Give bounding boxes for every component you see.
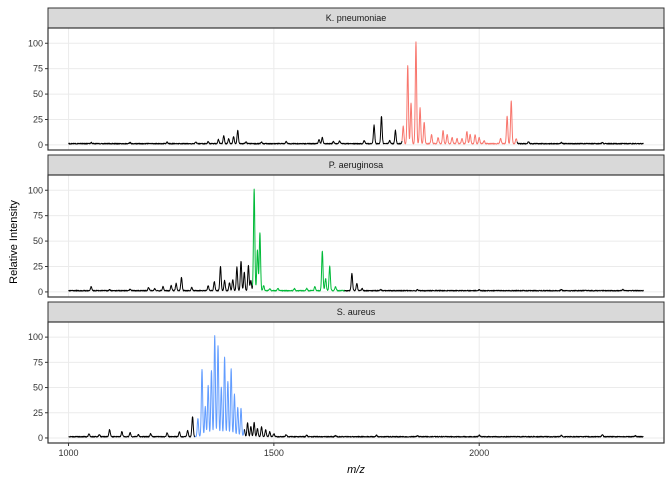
panel-border (47, 27, 665, 151)
facet-strip-label: S. aureus (337, 307, 376, 317)
facet-panel: S. aureus 0 25 50 75 100 (28, 301, 665, 444)
spectrum-line-baseline (344, 272, 644, 292)
x-axis-title: m/z (347, 464, 365, 476)
spectrum-line-baseline (68, 260, 254, 292)
x-tick-label: 1500 (264, 448, 284, 458)
y-tick-label: 0 (38, 287, 43, 297)
plot-area (48, 175, 664, 297)
facet-panel: P. aeruginosa 0 25 50 75 100 (28, 154, 665, 298)
spectrum-line-baseline (243, 421, 644, 438)
y-tick-label: 25 (33, 262, 43, 272)
y-tick-label: 100 (28, 332, 43, 342)
y-tick-label: 100 (28, 185, 43, 195)
y-axis-title: Relative Intensity (8, 200, 20, 284)
y-tick-label: 75 (33, 64, 43, 74)
y-tick-label: 75 (33, 211, 43, 221)
y-tick-label: 0 (38, 433, 43, 443)
x-tick-label: 1000 (59, 448, 79, 458)
y-tick-label: 50 (33, 89, 43, 99)
x-tick-label: 2000 (469, 448, 489, 458)
facet-panels: K. pneumoniae 0 25 50 75 100 P. aeruginosa 0 25 5… (28, 7, 665, 444)
spectrum-line-baseline (68, 116, 403, 145)
y-tick-label: 0 (38, 140, 43, 150)
y-tick-label: 25 (33, 408, 43, 418)
y-tick-label: 75 (33, 357, 43, 367)
plot-area (48, 322, 664, 443)
spectrum-line-highlight (401, 41, 518, 145)
x-axis: 1000 1500 2000 (59, 443, 489, 458)
panel-border (47, 174, 665, 298)
y-tick-label: 100 (28, 38, 43, 48)
y-tick-label: 50 (33, 383, 43, 393)
y-tick-label: 25 (33, 115, 43, 125)
spectrum-line-highlight (194, 335, 245, 438)
spectrum-line-baseline (516, 141, 644, 145)
plot-area (48, 28, 664, 150)
y-tick-label: 50 (33, 236, 43, 246)
facet-strip-label: P. aeruginosa (329, 160, 383, 170)
facet-strip-label: K. pneumoniae (326, 13, 387, 23)
spectrum-line-highlight (252, 188, 345, 292)
facet-panel: K. pneumoniae 0 25 50 75 100 (28, 7, 665, 151)
panel-border (47, 321, 665, 444)
spectrum-line-baseline (68, 416, 196, 438)
